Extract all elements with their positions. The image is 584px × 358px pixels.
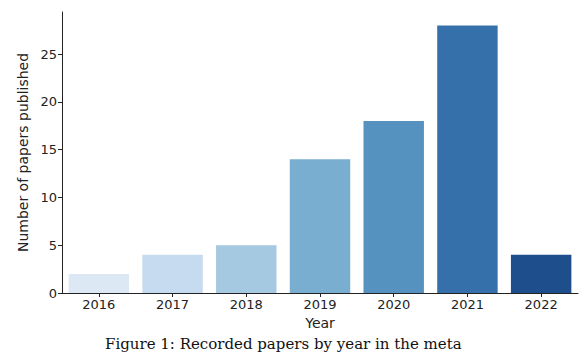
svg-text:2018: 2018 <box>230 297 263 312</box>
svg-text:5: 5 <box>49 238 57 253</box>
svg-text:10: 10 <box>40 190 57 205</box>
svg-text:25: 25 <box>40 47 57 62</box>
svg-text:2020: 2020 <box>377 297 410 312</box>
svg-text:2021: 2021 <box>451 297 484 312</box>
svg-text:Year: Year <box>304 315 335 331</box>
svg-text:2022: 2022 <box>525 297 558 312</box>
svg-text:15: 15 <box>40 142 57 157</box>
svg-text:2019: 2019 <box>303 297 336 312</box>
svg-text:20: 20 <box>40 94 57 109</box>
svg-text:2016: 2016 <box>82 297 115 312</box>
svg-text:Number of papers published: Number of papers published <box>15 53 31 252</box>
svg-text:2017: 2017 <box>156 297 189 312</box>
svg-text:0: 0 <box>49 286 57 301</box>
svg-text:Figure 1: Recorded papers by y: Figure 1: Recorded papers by year in the… <box>105 335 462 353</box>
